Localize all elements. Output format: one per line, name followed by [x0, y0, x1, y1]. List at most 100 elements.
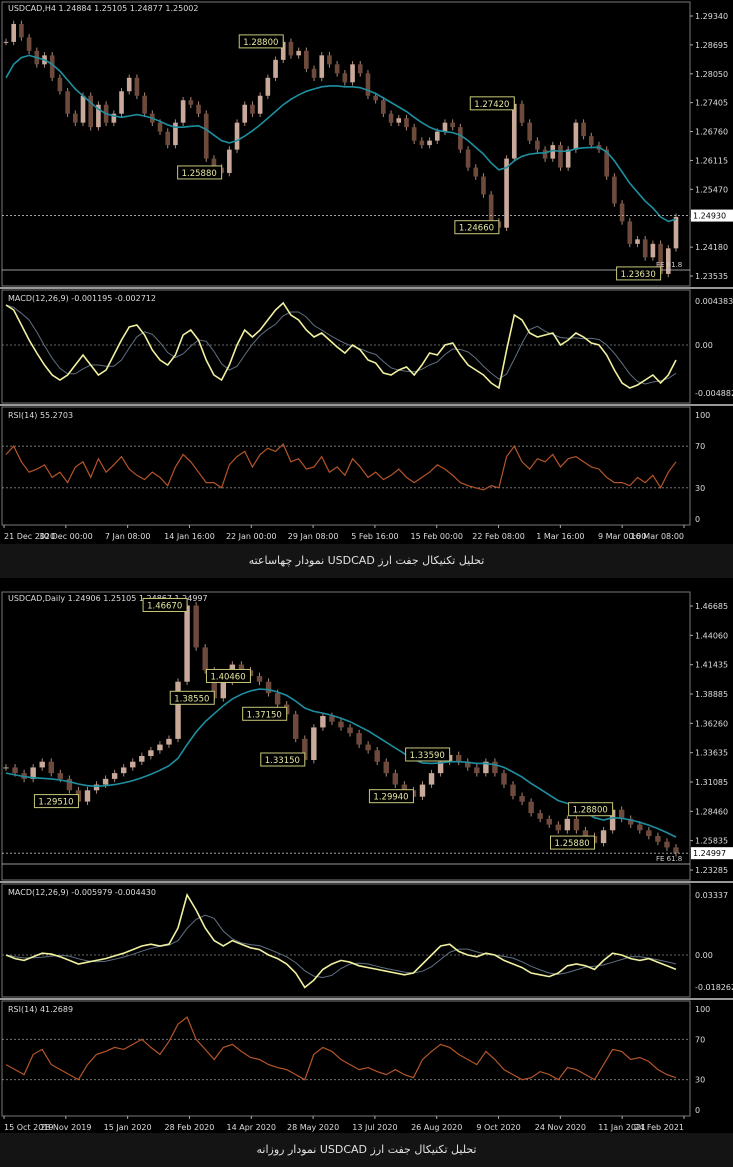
- macd-line: [5, 301, 677, 390]
- price-axis-label: 1.28050: [695, 70, 728, 79]
- candle-body: [142, 95, 147, 114]
- x-axis-label: 26 Aug 2020: [411, 1123, 462, 1132]
- level-label-box: [405, 747, 451, 762]
- candle-body: [401, 784, 408, 791]
- h4-chart: USDCAD,H4 1.24884 1.25105 1.24877 1.2500…: [0, 0, 733, 544]
- candle-body: [211, 670, 217, 699]
- candle-body: [519, 103, 525, 123]
- rsi-axis-label: 70: [695, 1035, 705, 1044]
- candle-body: [220, 681, 227, 699]
- price-axis-label: 1.44060: [695, 631, 728, 640]
- candle-body: [30, 767, 36, 779]
- candle-body: [600, 830, 607, 844]
- level-label: 1.38550: [174, 694, 209, 704]
- candle-body: [180, 100, 186, 123]
- x-axis-label: 21 Dec 2020: [4, 532, 55, 541]
- candle-body: [504, 158, 509, 228]
- macd-header: MACD(12,26,9) -0.005979 -0.004430: [8, 888, 156, 897]
- x-axis-label: 28 Nov 2019: [40, 1123, 91, 1132]
- candle-body: [542, 149, 548, 159]
- candle-body: [280, 41, 286, 60]
- macd-axis-label: 0.00: [695, 951, 713, 960]
- price-axis-label: 1.26760: [695, 128, 728, 137]
- macd-axis-label: 0.00: [695, 341, 713, 350]
- level-label: 1.23630: [621, 270, 656, 280]
- candle-body: [327, 55, 332, 65]
- candle-body: [665, 248, 671, 274]
- macd-axis-label: 0.004383: [695, 297, 733, 306]
- x-axis-label: 29 Jan 08:00: [288, 532, 339, 541]
- candle-body: [12, 767, 18, 774]
- candle-body: [492, 761, 498, 774]
- candle-body: [57, 77, 63, 92]
- level-label-box: [568, 802, 614, 817]
- current-price-label: 1.24997: [693, 849, 726, 858]
- rsi-axis-label: 100: [695, 411, 710, 420]
- macd-axis-label: -0.004882: [695, 389, 733, 398]
- candle-body: [365, 744, 371, 751]
- candle-body: [655, 836, 661, 842]
- candle-body: [93, 784, 100, 791]
- x-axis-label: 15 Feb 00:00: [410, 532, 462, 541]
- candle-body: [319, 55, 325, 78]
- candle-body: [173, 122, 178, 146]
- x-axis-label: 24 Nov 2020: [535, 1123, 586, 1132]
- candle-body: [188, 100, 194, 105]
- candle-body: [550, 145, 556, 159]
- x-axis-label: 7 Jan 08:00: [105, 532, 151, 541]
- rsi-axis-label: 30: [695, 484, 705, 493]
- candle-body: [627, 221, 633, 244]
- candle-body: [388, 113, 394, 123]
- candle-body: [3, 41, 9, 43]
- candle-body: [419, 140, 425, 146]
- daily-chart-svg: USDCAD,Daily 1.24906 1.25105 1.24867 1.2…: [0, 591, 733, 1132]
- x-axis-label: 5 Feb 16:00: [351, 532, 398, 541]
- level-label: 1.25880: [555, 839, 590, 849]
- candle-body: [664, 841, 670, 848]
- candle-body: [304, 50, 309, 69]
- x-axis-label: 11 Jan 2021: [598, 1123, 646, 1132]
- candle-body: [148, 750, 154, 756]
- macd-axis-label: -0.018262: [695, 983, 733, 992]
- level-label-box: [260, 752, 306, 767]
- candle-body: [265, 681, 272, 694]
- candle-body: [356, 733, 362, 745]
- level-label-box: [169, 690, 215, 705]
- level-label: 1.25880: [182, 169, 217, 179]
- price-axis-label: 1.24180: [695, 243, 728, 252]
- level-label-box: [177, 165, 223, 180]
- candle-body: [473, 167, 479, 177]
- candle-body: [57, 773, 64, 779]
- level-label: 1.27420: [474, 100, 509, 110]
- candle-body: [3, 767, 9, 769]
- level-label-box: [242, 706, 288, 721]
- candle-body: [383, 761, 389, 774]
- candle-body: [165, 131, 171, 146]
- candle-body: [618, 809, 625, 819]
- level-label: 1.33150: [265, 756, 300, 766]
- level-label-box: [616, 266, 662, 281]
- x-axis-label: 9 Mar 00:00: [598, 532, 646, 541]
- chart-symbol-header: USDCAD,H4 1.24884 1.25105 1.24877 1.2500…: [8, 4, 198, 13]
- candle-body: [642, 239, 648, 258]
- candle-body: [193, 605, 199, 648]
- candle-body: [573, 122, 579, 150]
- level-label-box: [238, 34, 284, 49]
- macd-header: MACD(12,26,9) -0.001195 -0.002712: [8, 294, 156, 303]
- candle-body: [342, 73, 348, 83]
- price-panel-frame: [1, 1, 691, 287]
- rsi-axis-label: 30: [695, 1076, 705, 1085]
- candle-body: [637, 824, 643, 831]
- x-axis-label: 14 Jan 16:00: [164, 532, 215, 541]
- level-label-box: [142, 597, 188, 612]
- candle-body: [419, 784, 426, 797]
- rsi-axis-label: 0: [695, 1106, 700, 1115]
- price-axis-label: 1.25835: [695, 837, 728, 846]
- level-label: 1.29940: [373, 793, 408, 803]
- candle-body: [350, 64, 355, 83]
- candle-body: [373, 95, 378, 101]
- candle-body: [546, 818, 552, 825]
- candle-body: [84, 790, 91, 802]
- x-axis-label: 22 Jan 00:00: [226, 532, 277, 541]
- price-axis-label: 1.28460: [695, 807, 728, 816]
